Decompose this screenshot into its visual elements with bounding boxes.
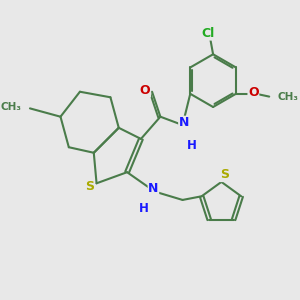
Text: S: S	[85, 180, 94, 193]
Text: H: H	[139, 202, 149, 215]
Text: H: H	[187, 139, 197, 152]
Text: O: O	[140, 84, 150, 97]
Text: O: O	[248, 86, 259, 99]
Text: N: N	[148, 182, 159, 195]
Text: CH₃: CH₃	[1, 102, 22, 112]
Text: S: S	[220, 169, 229, 182]
Text: CH₃: CH₃	[278, 92, 298, 102]
Text: Cl: Cl	[201, 27, 214, 40]
Text: N: N	[179, 116, 189, 129]
